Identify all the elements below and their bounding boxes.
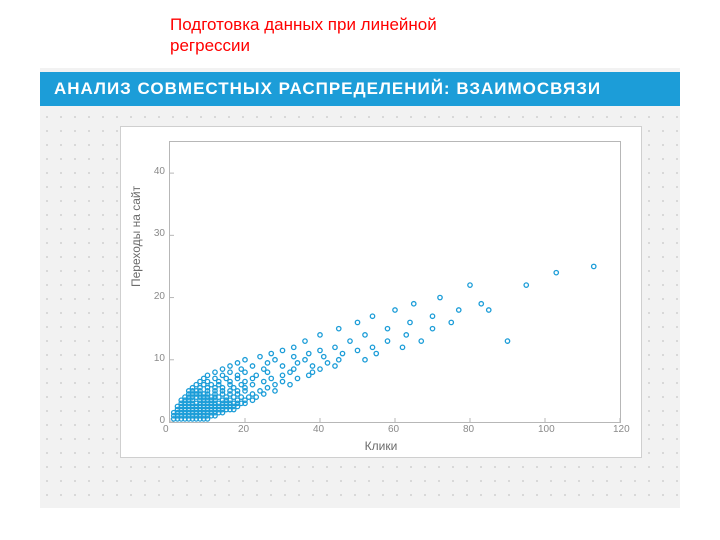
- y-tick-label: 40: [151, 166, 165, 177]
- page: { "caption": "Подготовка данных при лине…: [0, 0, 720, 540]
- y-tick-label: 20: [151, 291, 165, 302]
- slide-panel: АНАЛИЗ СОВМЕСТНЫХ РАСПРЕДЕЛЕНИЙ: ВЗАИМОС…: [40, 68, 680, 508]
- y-tick-label: 10: [151, 353, 165, 364]
- scatter-plot: [169, 141, 621, 423]
- title-bar: АНАЛИЗ СОВМЕСТНЫХ РАСПРЕДЕЛЕНИЙ: ВЗАИМОС…: [40, 72, 680, 106]
- x-tick-label: 120: [613, 424, 630, 435]
- x-tick-label: 80: [463, 424, 474, 435]
- y-tick-label: 0: [151, 415, 165, 426]
- chart-container: Переходы на сайт Клики 02040608010012001…: [120, 126, 642, 458]
- y-tick-label: 30: [151, 228, 165, 239]
- x-tick-label: 100: [538, 424, 555, 435]
- x-tick-label: 40: [313, 424, 324, 435]
- x-tick-label: 20: [238, 424, 249, 435]
- scatter-svg: [170, 142, 620, 422]
- x-tick-label: 60: [388, 424, 399, 435]
- title-text: АНАЛИЗ СОВМЕСТНЫХ РАСПРЕДЕЛЕНИЙ: ВЗАИМОС…: [40, 79, 601, 99]
- caption-text: Подготовка данных при линейной регрессии: [170, 14, 520, 57]
- y-axis-label: Переходы на сайт: [129, 186, 143, 287]
- x-axis-label: Клики: [121, 439, 641, 453]
